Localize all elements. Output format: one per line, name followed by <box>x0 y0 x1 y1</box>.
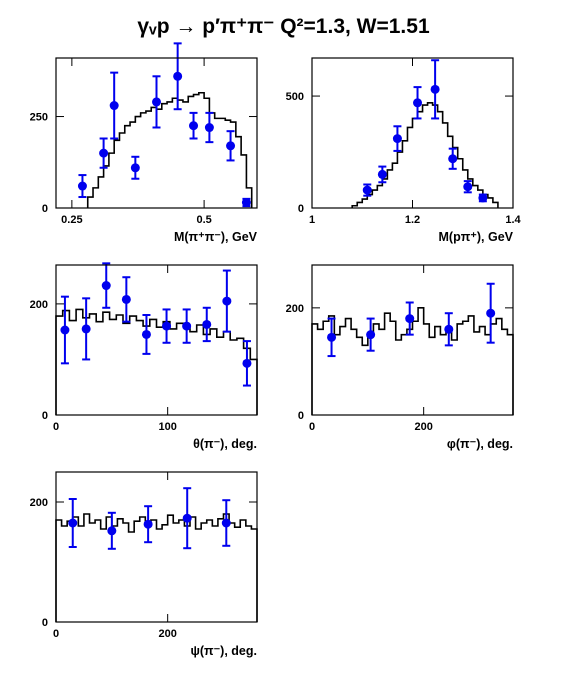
histogram-line <box>86 91 253 208</box>
data-point <box>68 518 78 528</box>
x-axis-label: M(pπ⁺), GeV <box>439 230 514 244</box>
data-point <box>204 123 214 133</box>
data-point <box>141 329 151 339</box>
x-tick-label: 0.5 <box>196 214 211 226</box>
data-point <box>392 134 402 144</box>
x-tick-label: 0.25 <box>61 214 82 226</box>
histogram-line <box>311 307 514 415</box>
data-point <box>101 281 111 291</box>
x-tick-label: 0 <box>53 628 59 640</box>
data-point <box>182 321 192 331</box>
y-tick-label: 200 <box>30 299 48 311</box>
data-point <box>444 324 454 334</box>
plot-frame <box>311 57 514 209</box>
data-point <box>413 98 423 108</box>
x-axis-label: φ(π⁻), deg. <box>447 437 513 451</box>
x-tick-label: 200 <box>414 421 432 433</box>
data-point <box>60 325 70 335</box>
x-tick-label: 1 <box>309 214 315 226</box>
histogram-line <box>55 513 258 622</box>
x-tick-label: 0 <box>309 421 315 433</box>
data-point <box>107 526 117 536</box>
data-point <box>121 294 131 304</box>
data-point <box>448 154 458 164</box>
data-point <box>241 198 251 208</box>
y-tick-label: 0 <box>298 410 304 422</box>
data-point <box>327 332 337 342</box>
title-text: γᵥp → p′π⁺π⁻ Q²=1.3, W=1.51 <box>137 15 430 38</box>
data-point <box>478 193 488 203</box>
data-point <box>130 163 140 173</box>
y-tick-label: 500 <box>286 91 304 103</box>
panel-3: 0 100 0 200 θ(π⁻), deg. <box>30 262 258 451</box>
data-point <box>221 518 231 528</box>
data-point <box>173 71 183 81</box>
data-point <box>202 319 212 329</box>
page-title: γᵥp → p′π⁺π⁻ Q²=1.3, W=1.51 <box>0 14 567 39</box>
data-point <box>242 358 252 368</box>
y-tick-label: 200 <box>30 497 48 509</box>
data-point <box>366 330 376 340</box>
data-point <box>152 97 161 107</box>
panel-4: 0 200 0 200 φ(π⁻), deg. <box>286 264 514 451</box>
data-point <box>222 296 232 306</box>
data-point <box>189 121 199 131</box>
x-tick-label: 1.2 <box>405 214 420 226</box>
data-point <box>77 181 87 191</box>
x-tick-label: 0 <box>53 421 59 433</box>
data-point <box>486 308 496 318</box>
data-point <box>109 101 119 111</box>
data-point <box>81 324 91 334</box>
plot-frame <box>55 57 258 209</box>
x-tick-label: 1.4 <box>505 214 521 226</box>
panel-5: 0 200 0 200 ψ(π⁻), deg. <box>30 471 258 658</box>
data-point <box>463 182 473 192</box>
y-tick-label: 200 <box>286 303 304 315</box>
data-point <box>430 84 440 94</box>
plot-frame <box>311 264 514 416</box>
x-tick-label: 200 <box>158 628 176 640</box>
data-point <box>362 185 372 195</box>
y-tick-label: 0 <box>42 410 48 422</box>
y-tick-label: 250 <box>30 112 48 124</box>
plot-frame <box>55 471 258 623</box>
data-point <box>182 513 192 523</box>
y-tick-label: 0 <box>42 617 48 629</box>
x-axis-label: M(π⁺π⁻), GeV <box>174 230 258 244</box>
x-axis-label: ψ(π⁻), deg. <box>190 644 257 658</box>
panel-1: 0.25 0.5 0 250 M(π⁺π⁻), GeV <box>30 42 258 244</box>
histogram-line <box>351 101 499 208</box>
x-axis-label: θ(π⁻), deg. <box>193 437 257 451</box>
data-point <box>405 314 415 324</box>
panel-2: 1 1.2 1.4 0 500 M(pπ⁺), GeV <box>286 57 522 244</box>
data-point <box>162 321 172 331</box>
data-point <box>143 519 153 529</box>
y-tick-label: 0 <box>42 203 48 215</box>
plot-frame <box>55 264 258 416</box>
data-point <box>226 141 236 151</box>
x-tick-label: 100 <box>158 421 176 433</box>
data-point <box>99 148 109 158</box>
data-point <box>377 169 387 179</box>
y-tick-label: 0 <box>298 203 304 215</box>
